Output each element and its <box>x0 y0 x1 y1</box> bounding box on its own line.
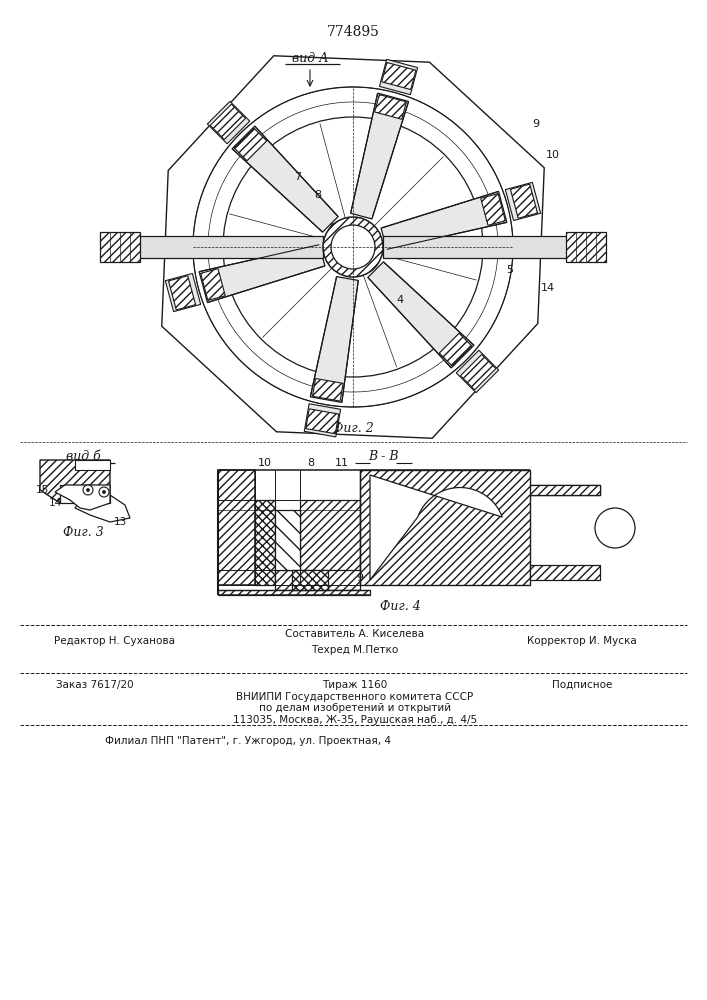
Text: 11: 11 <box>335 458 349 468</box>
Polygon shape <box>199 245 325 303</box>
Text: Заказ 7617/20: Заказ 7617/20 <box>56 680 134 690</box>
Polygon shape <box>292 570 328 590</box>
Circle shape <box>103 490 105 493</box>
Text: 9: 9 <box>532 119 539 129</box>
Text: 5: 5 <box>506 265 513 275</box>
Text: 1: 1 <box>134 242 141 252</box>
Polygon shape <box>234 128 267 161</box>
Polygon shape <box>360 470 600 585</box>
Text: 12: 12 <box>304 573 318 583</box>
Text: Техред М.Петко: Техред М.Петко <box>311 645 399 655</box>
Polygon shape <box>207 101 250 144</box>
Polygon shape <box>60 485 110 503</box>
Polygon shape <box>75 460 110 470</box>
Text: Филиал ПНП "Патент", г. Ужгород, ул. Проектная, 4: Филиал ПНП "Патент", г. Ужгород, ул. Про… <box>105 736 391 746</box>
Text: 6: 6 <box>329 223 335 233</box>
Text: Тираж 1160: Тираж 1160 <box>322 680 387 690</box>
Text: 18: 18 <box>344 240 356 250</box>
Text: 7: 7 <box>294 172 302 182</box>
Polygon shape <box>375 95 407 119</box>
Text: Фиг. 4: Фиг. 4 <box>380 600 421 613</box>
Polygon shape <box>460 354 496 390</box>
Polygon shape <box>506 182 541 221</box>
Circle shape <box>595 508 635 548</box>
Text: Редактор Н. Суханова: Редактор Н. Суханова <box>54 636 175 646</box>
Polygon shape <box>300 500 360 585</box>
Text: 13: 13 <box>113 517 127 527</box>
Text: вид А: вид А <box>292 51 328 64</box>
Polygon shape <box>380 59 418 95</box>
Polygon shape <box>232 126 338 232</box>
Text: 10: 10 <box>546 150 560 160</box>
Text: Подписное: Подписное <box>551 680 612 690</box>
Text: ВНИИПИ Государственного комитета СССР: ВНИИПИ Государственного комитета СССР <box>236 692 474 702</box>
Polygon shape <box>439 333 472 366</box>
Polygon shape <box>481 194 506 225</box>
Circle shape <box>99 487 109 497</box>
Polygon shape <box>118 236 323 258</box>
Polygon shape <box>255 500 275 585</box>
Circle shape <box>323 217 383 277</box>
Text: 8: 8 <box>308 458 315 468</box>
Polygon shape <box>40 460 110 503</box>
Polygon shape <box>381 191 507 249</box>
Text: 14: 14 <box>48 498 62 508</box>
Polygon shape <box>168 276 196 310</box>
Polygon shape <box>100 232 140 262</box>
Polygon shape <box>310 277 358 402</box>
Polygon shape <box>530 565 600 580</box>
Polygon shape <box>368 262 474 368</box>
Polygon shape <box>162 56 544 438</box>
Text: 10: 10 <box>258 458 272 468</box>
Polygon shape <box>370 475 502 580</box>
Circle shape <box>83 485 93 495</box>
Text: вид б: вид б <box>66 450 100 462</box>
Polygon shape <box>383 236 588 258</box>
Polygon shape <box>201 269 226 300</box>
Circle shape <box>86 488 90 491</box>
Text: 15: 15 <box>35 485 49 495</box>
Polygon shape <box>55 485 110 510</box>
Text: Корректор И. Муска: Корректор И. Муска <box>527 636 637 646</box>
Text: по делам изобретений и открытий: по делам изобретений и открытий <box>259 703 451 713</box>
Text: 113035, Москва, Ж-35, Раушская наб., д. 4/5: 113035, Москва, Ж-35, Раушская наб., д. … <box>233 715 477 725</box>
Text: 4: 4 <box>397 295 404 305</box>
Polygon shape <box>304 404 341 437</box>
Text: Фиг. 2: Фиг. 2 <box>332 422 373 434</box>
Polygon shape <box>382 62 416 90</box>
Polygon shape <box>275 510 300 570</box>
Polygon shape <box>210 104 245 140</box>
Text: 8: 8 <box>315 190 322 200</box>
Text: 9: 9 <box>356 573 363 583</box>
Polygon shape <box>165 273 201 312</box>
Polygon shape <box>530 485 600 495</box>
Polygon shape <box>566 232 606 262</box>
Polygon shape <box>456 350 498 393</box>
Circle shape <box>223 117 483 377</box>
Polygon shape <box>510 184 537 218</box>
Polygon shape <box>312 379 343 401</box>
Text: Составитель А. Киселева: Составитель А. Киселева <box>286 629 425 639</box>
Circle shape <box>331 225 375 269</box>
Text: 14: 14 <box>541 283 555 293</box>
Polygon shape <box>75 495 130 522</box>
Polygon shape <box>305 409 339 434</box>
Text: В - В: В - В <box>368 450 398 462</box>
Text: Фиг. 3: Фиг. 3 <box>63 526 103 538</box>
Polygon shape <box>218 470 255 585</box>
Text: 774895: 774895 <box>327 25 380 39</box>
Polygon shape <box>275 570 360 590</box>
Polygon shape <box>351 93 409 219</box>
Polygon shape <box>218 590 370 595</box>
Circle shape <box>193 87 513 407</box>
